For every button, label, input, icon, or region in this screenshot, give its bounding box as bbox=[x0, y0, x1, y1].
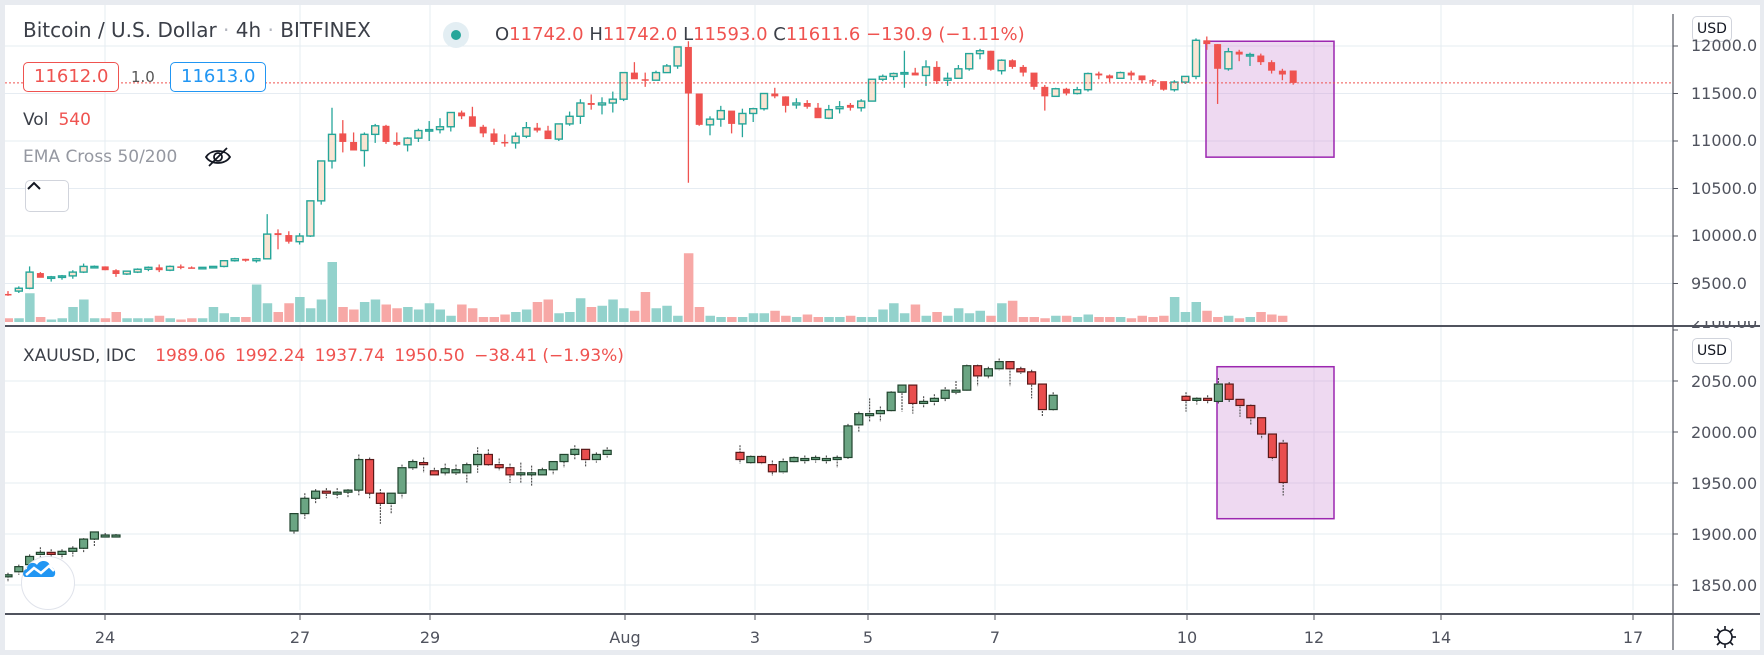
gold-open: 1989.06 bbox=[155, 346, 226, 366]
time-tick: 29 bbox=[419, 628, 441, 647]
close-label: C bbox=[773, 24, 786, 45]
interval-label: 4h bbox=[235, 18, 262, 42]
main-symbol-title[interactable]: Bitcoin / U.S. Dollar · 4h · BITFINEX bbox=[23, 18, 371, 42]
gold-low: 1937.74 bbox=[314, 346, 385, 366]
time-tick: 24 bbox=[94, 628, 116, 647]
spread-value: 1.0 bbox=[131, 68, 155, 86]
exchange-label: BITFINEX bbox=[280, 18, 371, 42]
currency-button-main[interactable]: USD bbox=[1692, 16, 1732, 42]
price-tick: 1950.00 bbox=[1691, 474, 1758, 493]
price-tick: 1900.00 bbox=[1691, 525, 1758, 544]
price-tick: 9500.0 bbox=[1691, 274, 1747, 293]
price-tick: 11500.0 bbox=[1691, 84, 1758, 103]
sell-button[interactable]: 11612.0 bbox=[23, 62, 120, 92]
time-tick: Aug bbox=[609, 628, 641, 647]
close-value: 11611.6 bbox=[785, 24, 861, 45]
gold-change: −38.41 (−1.93%) bbox=[474, 346, 624, 366]
currency-button-gold[interactable]: USD bbox=[1692, 338, 1732, 364]
separator: · bbox=[223, 18, 230, 42]
open-value: 11742.0 bbox=[509, 24, 584, 45]
price-tick: 2100.00 bbox=[1691, 321, 1758, 332]
time-tick: 3 bbox=[749, 628, 761, 647]
settings-gear-icon[interactable] bbox=[1712, 624, 1738, 650]
time-tick: 12 bbox=[1303, 628, 1325, 647]
chart-canvas[interactable] bbox=[5, 4, 1760, 650]
time-tick: 5 bbox=[862, 628, 874, 647]
volume-label: Vol bbox=[23, 110, 49, 130]
price-tick: 2000.00 bbox=[1691, 423, 1758, 442]
tradingview-logo[interactable] bbox=[21, 556, 75, 610]
gold-close: 1950.50 bbox=[394, 346, 465, 366]
volume-legend[interactable]: Vol 540 bbox=[23, 110, 91, 130]
buy-button[interactable]: 11613.0 bbox=[170, 62, 267, 92]
time-tick: 14 bbox=[1430, 628, 1452, 647]
market-status-icon[interactable] bbox=[443, 22, 469, 48]
chevron-up-icon bbox=[27, 181, 41, 190]
price-tick: 10000.0 bbox=[1691, 226, 1758, 245]
ema-indicator-legend[interactable]: EMA Cross 50/200 bbox=[23, 147, 178, 167]
price-tick: 1850.00 bbox=[1691, 576, 1758, 595]
price-tick: 10500.0 bbox=[1691, 179, 1758, 198]
gold-symbol-name: XAUUSD, IDC bbox=[23, 346, 136, 366]
time-tick: 10 bbox=[1176, 628, 1198, 647]
time-tick: 27 bbox=[289, 628, 311, 647]
eye-hidden-icon[interactable] bbox=[203, 146, 233, 168]
volume-value: 540 bbox=[58, 110, 91, 130]
time-tick: 7 bbox=[989, 628, 1001, 647]
symbol-name: Bitcoin / U.S. Dollar bbox=[23, 18, 217, 42]
gold-high: 1992.24 bbox=[234, 346, 306, 366]
cloud-logo-icon bbox=[23, 561, 56, 577]
low-label: L bbox=[683, 24, 694, 45]
open-label: O bbox=[495, 24, 510, 45]
high-value: 11742.0 bbox=[602, 24, 678, 45]
chart-frame: Bitcoin / U.S. Dollar · 4h · BITFINEX O1… bbox=[5, 4, 1760, 650]
change-value: −130.9 (−1.11%) bbox=[866, 24, 1025, 45]
separator: · bbox=[267, 18, 274, 42]
price-tick: 11000.0 bbox=[1691, 131, 1758, 150]
price-tick: 2050.00 bbox=[1691, 372, 1758, 391]
gold-legend[interactable]: XAUUSD, IDC 1989.06 1992.24 1937.74 1950… bbox=[23, 346, 628, 366]
ohlc-legend: O11742.0 H11742.0 L11593.0 C11611.6 −130… bbox=[495, 24, 1025, 45]
time-tick: 17 bbox=[1622, 628, 1644, 647]
high-label: H bbox=[589, 24, 603, 45]
low-value: 11593.0 bbox=[693, 24, 768, 45]
price-tick: 12000.0 bbox=[1691, 36, 1758, 55]
collapse-legend-button[interactable] bbox=[25, 180, 69, 212]
